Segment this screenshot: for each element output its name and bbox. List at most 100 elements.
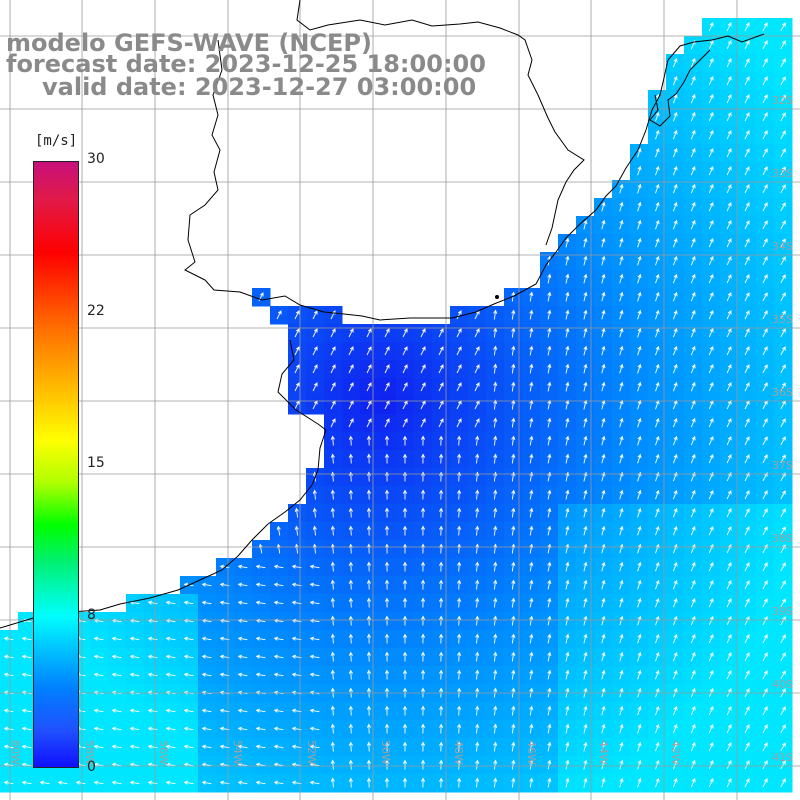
wind-arrow	[456, 346, 462, 356]
wind-arrow	[690, 363, 696, 374]
wind-arrow	[726, 40, 732, 50]
wind-arrow	[111, 654, 122, 659]
wind-arrow	[637, 237, 642, 248]
wind-arrow	[547, 705, 552, 716]
wind-arrow	[565, 759, 570, 770]
wind-arrow	[601, 309, 606, 320]
wind-arrow	[601, 777, 606, 788]
wind-arrow	[511, 723, 516, 734]
wind-arrow	[439, 597, 444, 608]
wind-arrow	[565, 291, 570, 302]
wind-arrow	[672, 381, 678, 392]
wind-arrow	[330, 507, 335, 518]
wind-arrow	[165, 636, 176, 641]
wind-arrow	[726, 418, 732, 428]
wind-arrow	[744, 274, 750, 284]
wind-arrow	[655, 147, 660, 158]
wind-arrow	[348, 615, 353, 626]
wind-arrow	[744, 652, 750, 662]
wind-arrow	[583, 561, 588, 572]
wind-arrow	[708, 76, 714, 86]
wind-arrow	[780, 382, 786, 392]
wind-arrow	[348, 418, 354, 428]
wind-arrow	[165, 600, 176, 605]
wind-arrow	[619, 327, 624, 338]
wind-arrow	[583, 615, 588, 626]
wind-arrow	[384, 489, 390, 500]
wind-arrow	[672, 111, 678, 122]
wind-arrow	[619, 561, 624, 572]
wind-arrow	[384, 346, 390, 356]
wind-arrow	[493, 669, 498, 680]
wind-arrow	[402, 507, 408, 518]
wind-arrow	[529, 741, 534, 752]
wind-arrow	[672, 615, 678, 626]
wind-arrow	[402, 723, 408, 734]
wind-arrow	[744, 22, 750, 32]
wind-arrow	[93, 708, 104, 713]
wind-arrow	[583, 633, 588, 644]
wind-arrow	[3, 726, 14, 731]
wind-arrow	[493, 507, 498, 518]
wind-arrow	[744, 580, 750, 590]
wind-arrow	[255, 654, 266, 659]
wind-arrow	[402, 435, 408, 446]
wind-arrow	[547, 597, 552, 608]
wind-arrow	[474, 382, 480, 392]
wind-arrow	[402, 741, 408, 752]
wind-arrow	[511, 561, 516, 572]
wind-arrow	[439, 651, 444, 662]
wind-arrow	[637, 435, 642, 446]
wind-arrow	[529, 777, 534, 788]
wind-arrow	[708, 760, 714, 770]
wind-arrow	[655, 309, 660, 320]
wind-arrow	[237, 672, 248, 677]
wind-arrow	[726, 580, 732, 590]
wind-arrow	[655, 705, 660, 716]
wind-arrow	[655, 129, 660, 140]
wind-arrow	[655, 651, 660, 662]
wind-arrow	[708, 634, 714, 644]
wind-arrow	[366, 328, 372, 338]
wind-arrow	[565, 561, 570, 572]
wind-arrow	[655, 345, 660, 356]
wind-arrow	[744, 724, 750, 734]
wind-arrow	[511, 327, 516, 338]
wind-arrow	[201, 708, 212, 713]
wind-arrow	[762, 418, 768, 428]
wind-arrow	[493, 363, 498, 374]
wind-arrow	[726, 220, 732, 230]
wind-arrow	[511, 507, 516, 518]
wind-arrow	[421, 597, 426, 608]
wind-arrow	[330, 489, 335, 500]
wind-arrow	[456, 382, 462, 392]
wind-arrow	[690, 525, 696, 536]
latitude-label: 37S	[772, 459, 793, 472]
wind-arrow	[421, 633, 426, 644]
wind-arrow	[708, 220, 714, 230]
wind-arrow	[762, 724, 768, 734]
wind-arrow	[129, 636, 140, 641]
wind-arrow	[493, 489, 498, 500]
wind-arrow	[762, 76, 768, 86]
wind-arrow	[619, 579, 624, 590]
wind-arrow	[421, 741, 426, 752]
wind-arrow	[762, 328, 768, 338]
wind-arrow	[655, 633, 660, 644]
wind-arrow	[780, 436, 786, 446]
wind-arrow	[708, 22, 714, 32]
wind-arrow	[744, 76, 750, 86]
wind-arrow	[583, 669, 588, 680]
wind-arrow	[529, 507, 534, 518]
wind-arrow	[672, 417, 678, 428]
wind-arrow	[565, 633, 570, 644]
wind-arrow	[402, 759, 408, 770]
wind-arrow	[655, 597, 660, 608]
longitude-label: 60W	[9, 740, 22, 765]
wind-arrow	[780, 526, 786, 536]
wind-arrow	[457, 525, 462, 536]
wind-arrow	[744, 706, 750, 716]
wind-arrow	[690, 237, 696, 248]
wind-arrow	[583, 327, 588, 338]
wind-arrow	[384, 633, 390, 644]
